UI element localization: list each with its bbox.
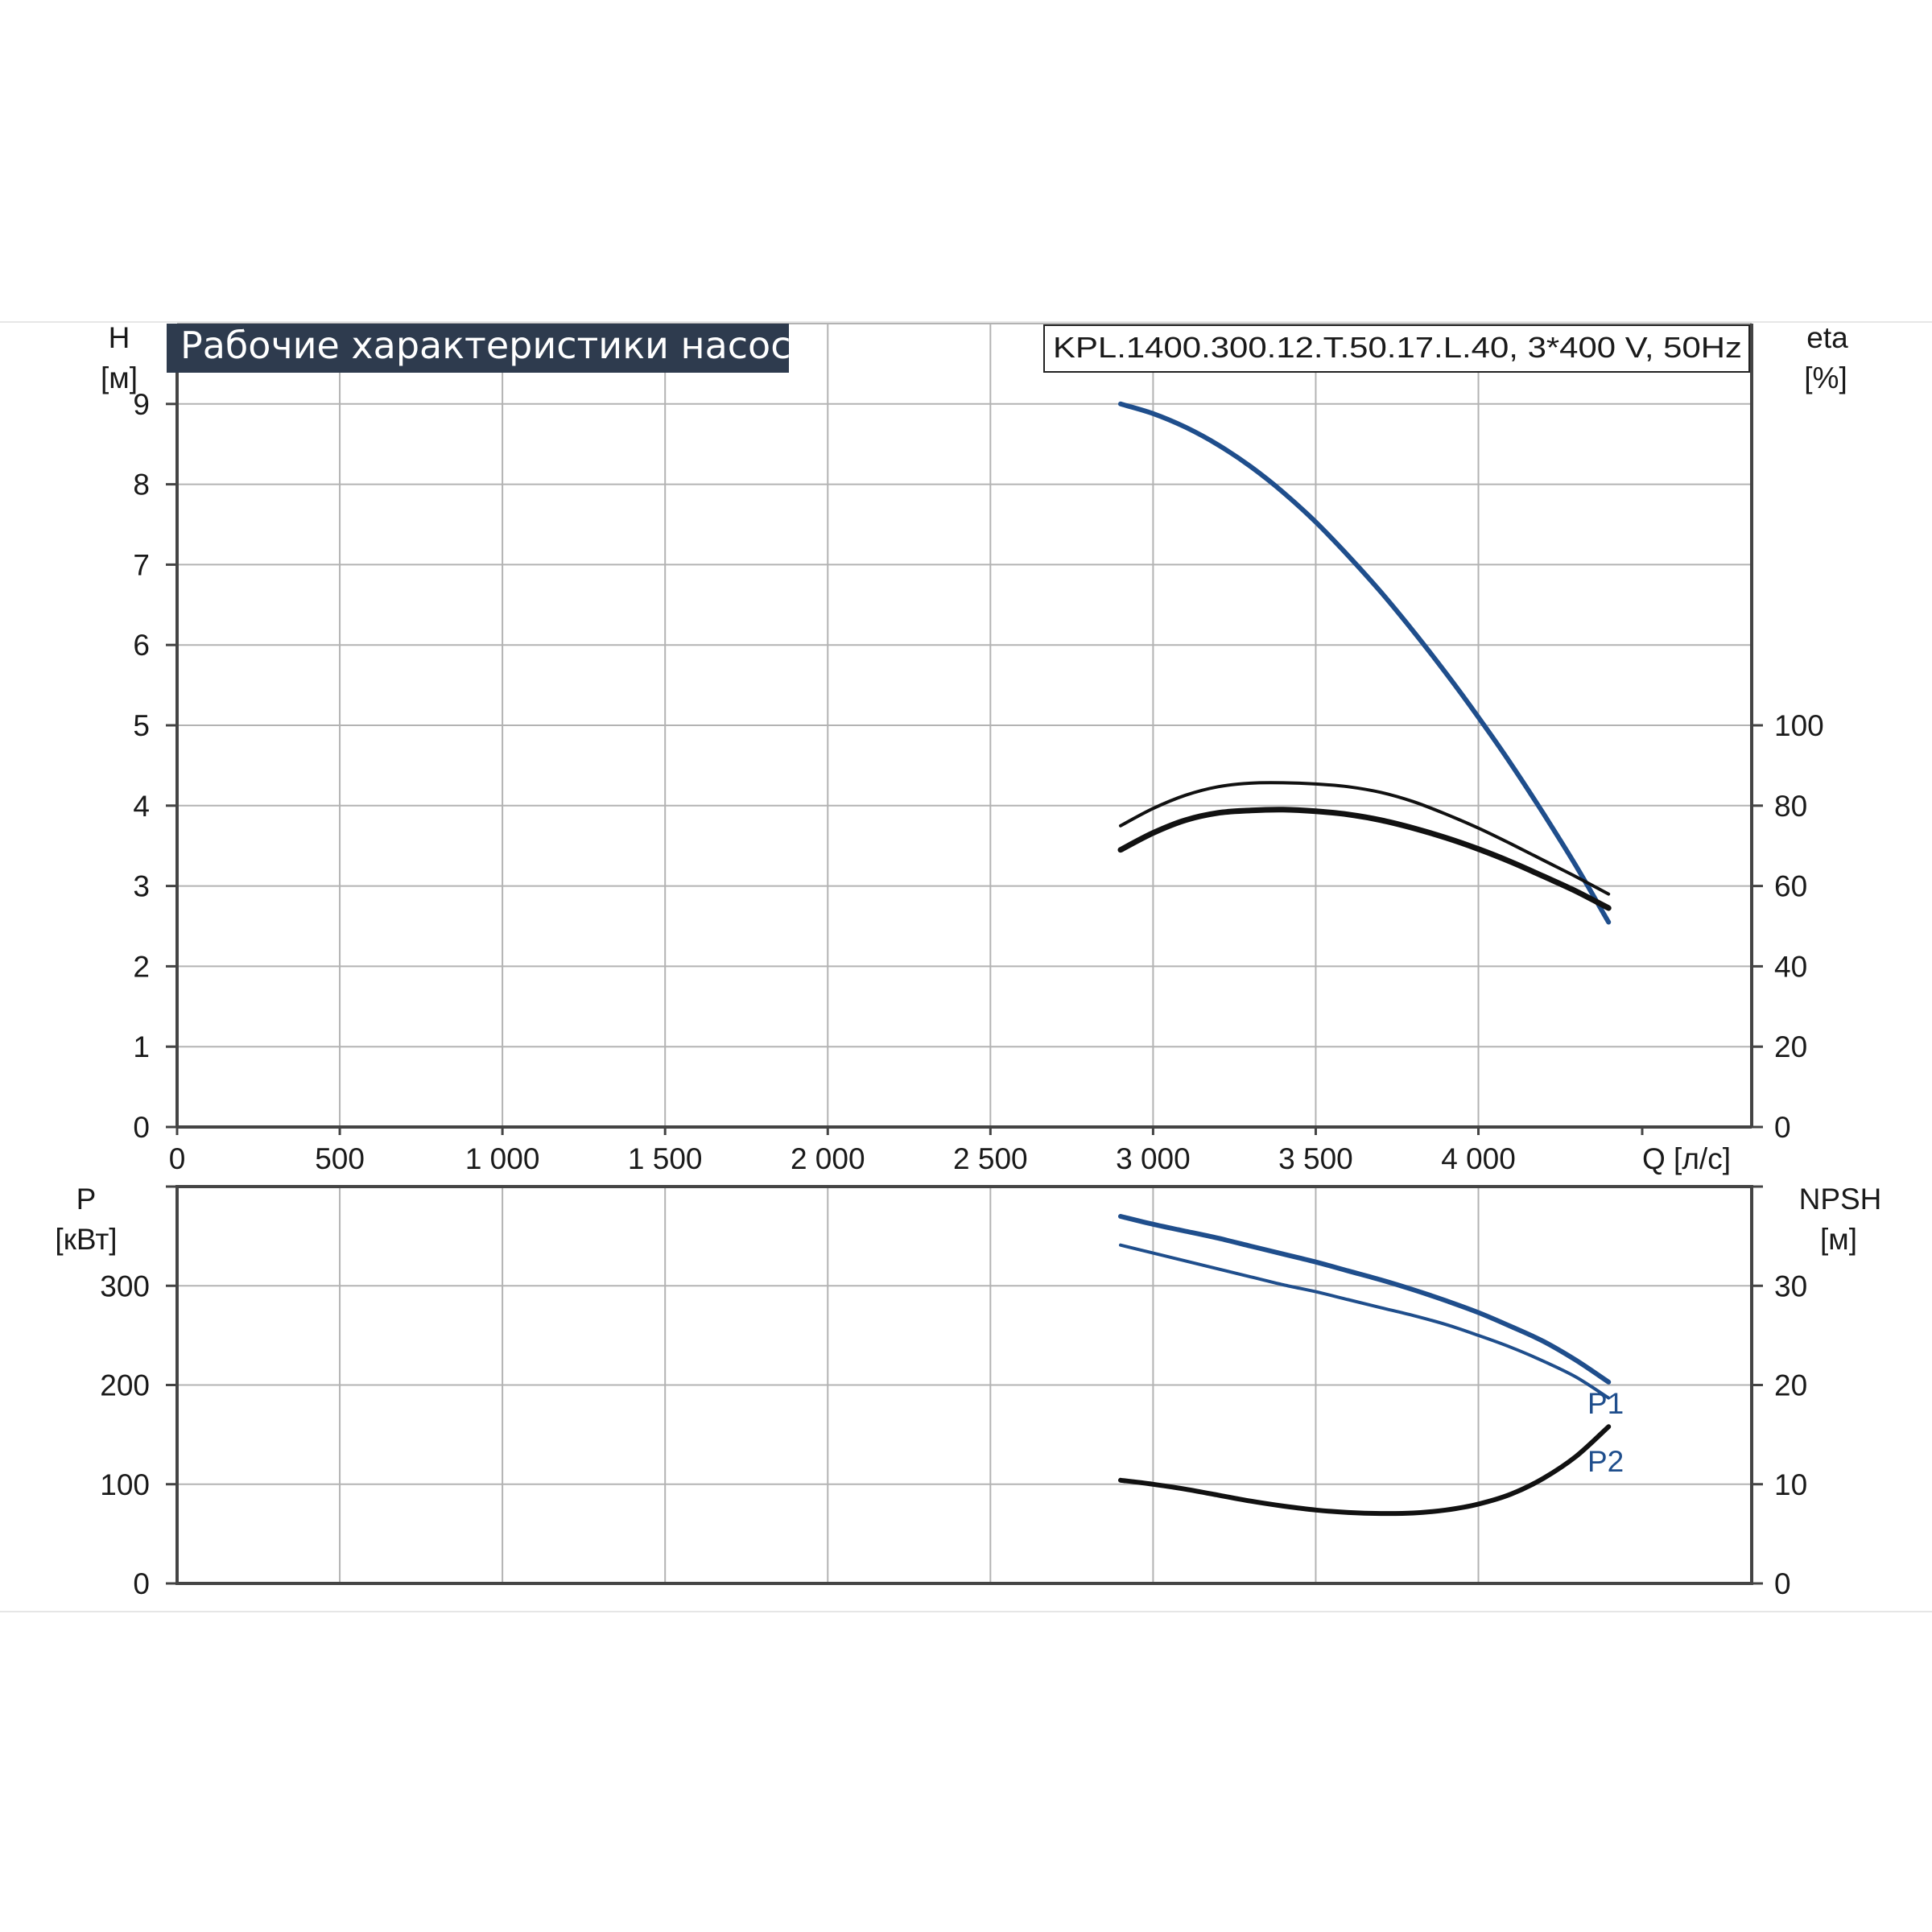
h-tick-label: 8 <box>133 469 150 502</box>
h-tick-label: 2 <box>133 950 150 983</box>
h-tick-label: 6 <box>133 629 150 662</box>
h-tick-label: 1 <box>133 1030 150 1063</box>
x-tick-label: 2 000 <box>791 1142 865 1175</box>
h-tick-label: 9 <box>133 388 150 421</box>
eta-tick-label: 80 <box>1774 790 1807 823</box>
p-tick-label: 300 <box>100 1269 150 1302</box>
npsh-tick-label: 30 <box>1774 1269 1807 1302</box>
model-box <box>1043 324 1750 373</box>
p-axis-unit: [кВт] <box>55 1223 117 1256</box>
npsh-curve <box>1118 1424 1612 1517</box>
x-tick-label: 0 <box>169 1142 186 1175</box>
eta-axis-name: eta <box>1806 321 1848 354</box>
h-axis-unit: [м] <box>101 361 138 394</box>
p1-curve <box>1118 1214 1612 1385</box>
curves <box>1117 401 1612 1517</box>
p2-curve <box>1119 1243 1611 1400</box>
h-tick-label: 7 <box>133 548 150 581</box>
h-tick-label: 5 <box>133 709 150 742</box>
eta-curve-total <box>1117 807 1612 911</box>
x-tick-label: 2 500 <box>953 1142 1028 1175</box>
model-label: KPL.1400.300.12.T.50.17.L.40, 3*400 V, 5… <box>1053 331 1742 364</box>
eta-tick-label: 100 <box>1774 709 1824 742</box>
h-tick-label: 4 <box>133 790 150 823</box>
eta-tick-label: 40 <box>1774 950 1807 983</box>
eta-tick-label: 0 <box>1774 1111 1791 1144</box>
series-label-p2: P2 <box>1587 1445 1624 1478</box>
x-tick-label: 3 000 <box>1116 1142 1191 1175</box>
npsh-tick-label: 0 <box>1774 1567 1791 1600</box>
eta-curve-pump <box>1119 781 1611 896</box>
h-tick-label: 0 <box>133 1111 150 1144</box>
p-tick-label: 100 <box>100 1468 150 1501</box>
title-box <box>167 324 789 373</box>
h-tick-label: 3 <box>133 870 150 903</box>
npsh-axis-name: NPSH <box>1799 1183 1882 1216</box>
eta-tick-label: 60 <box>1774 870 1807 903</box>
h-axis-name: H <box>109 321 130 354</box>
p-tick-label: 0 <box>133 1567 150 1600</box>
tick-labels: 0 500 1 000 1 500 2 000 2 500 3 000 3 500 4 0000… <box>100 388 1823 1600</box>
head-curve <box>1118 401 1612 925</box>
npsh-axis-unit: [м] <box>1820 1223 1857 1256</box>
x-tick-label: 3 500 <box>1278 1142 1353 1175</box>
eta-tick-label: 20 <box>1774 1030 1807 1063</box>
x-tick-label: 4 000 <box>1441 1142 1516 1175</box>
series-label-p1: P1 <box>1587 1387 1624 1420</box>
npsh-tick-label: 10 <box>1774 1468 1807 1501</box>
p-tick-label: 200 <box>100 1369 150 1402</box>
q-axis-label: Q [л/с] <box>1642 1142 1731 1175</box>
eta-axis-unit: [%] <box>1804 361 1847 394</box>
axes <box>175 324 1753 1585</box>
x-tick-label: 500 <box>315 1142 365 1175</box>
p-axis-name: P <box>76 1183 97 1216</box>
npsh-tick-label: 20 <box>1774 1369 1807 1402</box>
chart-title: Рабочие характеристики насоса <box>180 324 814 367</box>
upper-panel-grid <box>177 323 1752 1127</box>
x-tick-label: 1 500 <box>628 1142 703 1175</box>
lower-panel-grid <box>177 1186 1752 1583</box>
x-tick-label: 1 000 <box>465 1142 540 1175</box>
